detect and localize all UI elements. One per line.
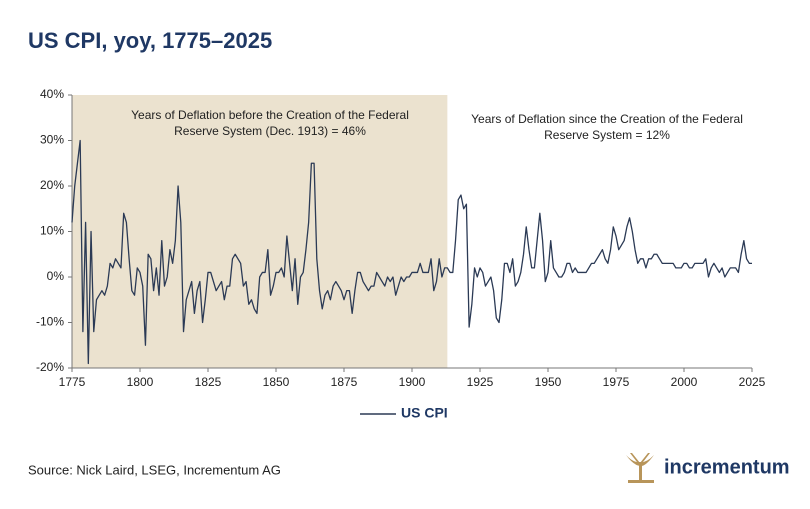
series-line — [71, 139, 752, 365]
annotation: Reserve System = 12% — [544, 128, 670, 142]
x-tick-label: 1875 — [331, 375, 358, 389]
x-tick-label: 1825 — [195, 375, 222, 389]
logo-icon — [626, 453, 654, 483]
x-tick-label: 1850 — [263, 375, 290, 389]
chart-title: US CPI, yoy, 1775–2025 — [28, 28, 272, 53]
y-tick-label: 40% — [40, 87, 64, 101]
y-tick-label: 0% — [47, 269, 65, 283]
x-tick-label: 1950 — [535, 375, 562, 389]
annotation: Years of Deflation since the Creation of… — [471, 112, 743, 126]
x-tick-label: 1975 — [603, 375, 630, 389]
annotation: Reserve System (Dec. 1913) = 46% — [174, 124, 366, 138]
logo-text: incrementum — [664, 456, 790, 478]
x-tick-label: 1925 — [467, 375, 494, 389]
plot: -20% -10% 0% 10% 20% 30% 40% 1775 1800 1825 1850 18… — [36, 87, 766, 389]
y-tick-label: 20% — [40, 178, 64, 192]
x-tick-label: 1900 — [399, 375, 426, 389]
y-tick-label: 30% — [40, 133, 64, 147]
x-tick-label: 1775 — [59, 375, 86, 389]
x-tick-label: 2025 — [739, 375, 766, 389]
y-tick-label: -20% — [36, 360, 64, 374]
legend-label: US CPI — [401, 405, 448, 421]
annotation: Years of Deflation before the Creation o… — [131, 108, 409, 122]
y-tick-label: 10% — [40, 224, 64, 238]
x-tick-label: 1800 — [127, 375, 154, 389]
shaded-region — [72, 95, 448, 368]
y-tick-label: -10% — [36, 315, 64, 329]
source: Source: Nick Laird, LSEG, Incrementum AG — [28, 462, 281, 477]
x-tick-label: 2000 — [671, 375, 698, 389]
